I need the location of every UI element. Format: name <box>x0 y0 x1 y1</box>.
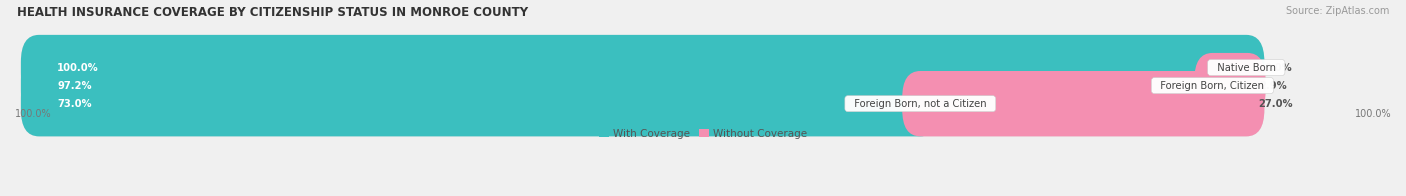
FancyBboxPatch shape <box>21 71 1264 136</box>
FancyBboxPatch shape <box>1194 53 1265 118</box>
Text: 2.9%: 2.9% <box>1260 81 1288 91</box>
FancyBboxPatch shape <box>21 35 1264 100</box>
Text: 100.0%: 100.0% <box>15 109 52 119</box>
FancyBboxPatch shape <box>21 53 1264 118</box>
Text: 100.0%: 100.0% <box>1354 109 1391 119</box>
FancyBboxPatch shape <box>21 35 1264 100</box>
FancyBboxPatch shape <box>21 71 938 136</box>
FancyBboxPatch shape <box>903 71 1264 136</box>
Text: 73.0%: 73.0% <box>58 99 91 109</box>
Text: 97.2%: 97.2% <box>58 81 91 91</box>
Text: 27.0%: 27.0% <box>1258 99 1294 109</box>
Text: 100.0%: 100.0% <box>58 63 98 73</box>
Legend: With Coverage, Without Coverage: With Coverage, Without Coverage <box>595 125 811 143</box>
Text: Foreign Born, not a Citizen: Foreign Born, not a Citizen <box>848 99 993 109</box>
Text: Native Born: Native Born <box>1211 63 1282 73</box>
Text: 0.0%: 0.0% <box>1264 63 1292 73</box>
Text: Foreign Born, Citizen: Foreign Born, Citizen <box>1154 81 1271 91</box>
Text: Source: ZipAtlas.com: Source: ZipAtlas.com <box>1285 6 1389 16</box>
FancyBboxPatch shape <box>21 53 1230 118</box>
Text: HEALTH INSURANCE COVERAGE BY CITIZENSHIP STATUS IN MONROE COUNTY: HEALTH INSURANCE COVERAGE BY CITIZENSHIP… <box>17 6 529 19</box>
